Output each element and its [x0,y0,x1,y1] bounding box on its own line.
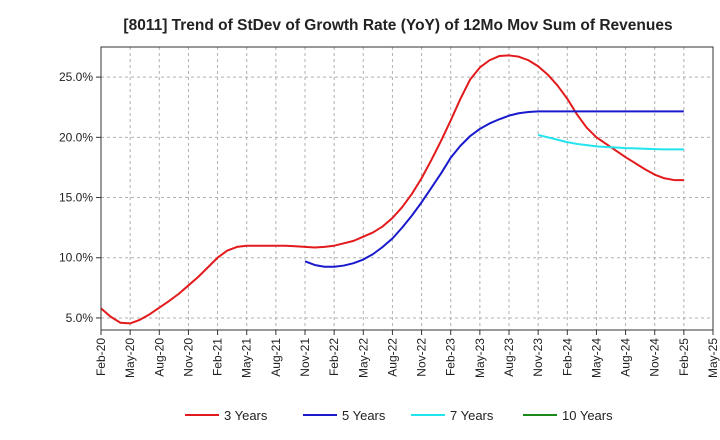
series-line [304,110,684,268]
x-tick-label: Feb-25 [677,338,691,376]
x-tick-label: Feb-21 [211,338,225,376]
x-tick-label: Feb-24 [560,338,574,376]
x-tick-label: Aug-22 [385,338,399,377]
series-line [100,54,684,325]
y-tick-label: 25.0% [59,70,93,84]
y-tick-label: 10.0% [59,251,93,265]
legend-label: 3 Years [224,408,268,423]
chart-title: [8011] Trend of StDev of Growth Rate (Yo… [123,17,672,34]
legend: 3 Years 5 Years 7 Years 10 Years [185,408,613,423]
y-tick-label: 15.0% [59,191,93,205]
x-tick-label: May-24 [589,338,603,378]
x-tick-label: Nov-21 [298,338,312,377]
x-tick-label: May-20 [123,338,137,378]
x-tick-label: Aug-21 [269,338,283,377]
legend-label: 7 Years [450,408,494,423]
x-tick-label: Feb-23 [444,338,458,376]
y-tick-label: 20.0% [59,130,93,144]
x-tick-label: Aug-24 [619,338,633,377]
grid [100,47,714,330]
y-axis: 5.0% 10.0% 15.0% 20.0% 25.0% [59,70,101,325]
x-tick-label: May-23 [473,338,487,378]
x-tick-label: Nov-23 [531,338,545,377]
legend-label: 10 Years [562,408,613,423]
x-axis: Feb-20 May-20 Aug-20 Nov-20 Feb-21 May-21 Aug-… [94,330,720,378]
series-lines [100,54,684,325]
x-tick-label: May-22 [356,338,370,378]
x-tick-label: Aug-20 [152,338,166,377]
x-tick-label: Nov-24 [648,338,662,377]
series-line [537,133,684,151]
x-tick-label: Nov-22 [415,338,429,377]
x-tick-label: May-25 [706,338,720,378]
x-tick-label: May-21 [240,338,254,378]
plot-frame [100,46,714,331]
x-tick-label: Feb-20 [94,338,108,376]
y-tick-label: 5.0% [66,311,94,325]
x-tick-label: Nov-20 [181,338,195,377]
x-tick-label: Aug-23 [502,338,516,377]
legend-label: 5 Years [342,408,386,423]
x-tick-label: Feb-22 [327,338,341,376]
